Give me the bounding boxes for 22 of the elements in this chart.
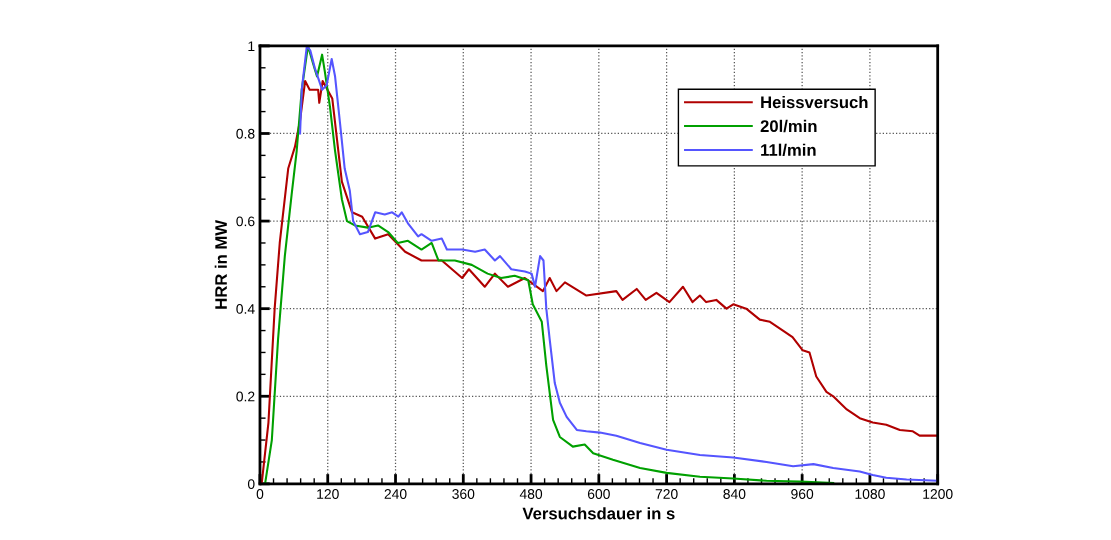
legend-label: Heissversuch	[761, 95, 868, 109]
x-tick-label: 960	[791, 489, 814, 499]
x-tick-label: 480	[519, 489, 543, 499]
y-tick-label: 1	[248, 41, 255, 51]
x-tick-label: 720	[655, 489, 678, 499]
x-tick-label: 120	[317, 489, 339, 499]
y-axis-title: HRR in MW	[214, 219, 227, 309]
y-tick-label: 0	[247, 479, 255, 490]
y-tick-label: 0.8	[236, 128, 255, 139]
x-tick-label: 600	[587, 489, 610, 499]
legend-label: 20l/min	[760, 119, 817, 133]
x-tick-label: 0	[256, 489, 264, 499]
x-tick-label: 360	[452, 489, 475, 499]
x-tick-label: 240	[384, 489, 407, 499]
legend-label: 11l/min	[761, 143, 816, 157]
y-tick-label: 0.6	[236, 216, 255, 227]
x-tick-label: 1200	[923, 489, 953, 499]
y-tick-label: 0.2	[236, 391, 255, 402]
x-tick-label: 840	[723, 489, 746, 499]
y-tick-label: 0.4	[236, 304, 255, 314]
x-tick-label: 1080	[855, 489, 885, 499]
x-axis-title: Versuchsdauer in s	[522, 507, 675, 520]
